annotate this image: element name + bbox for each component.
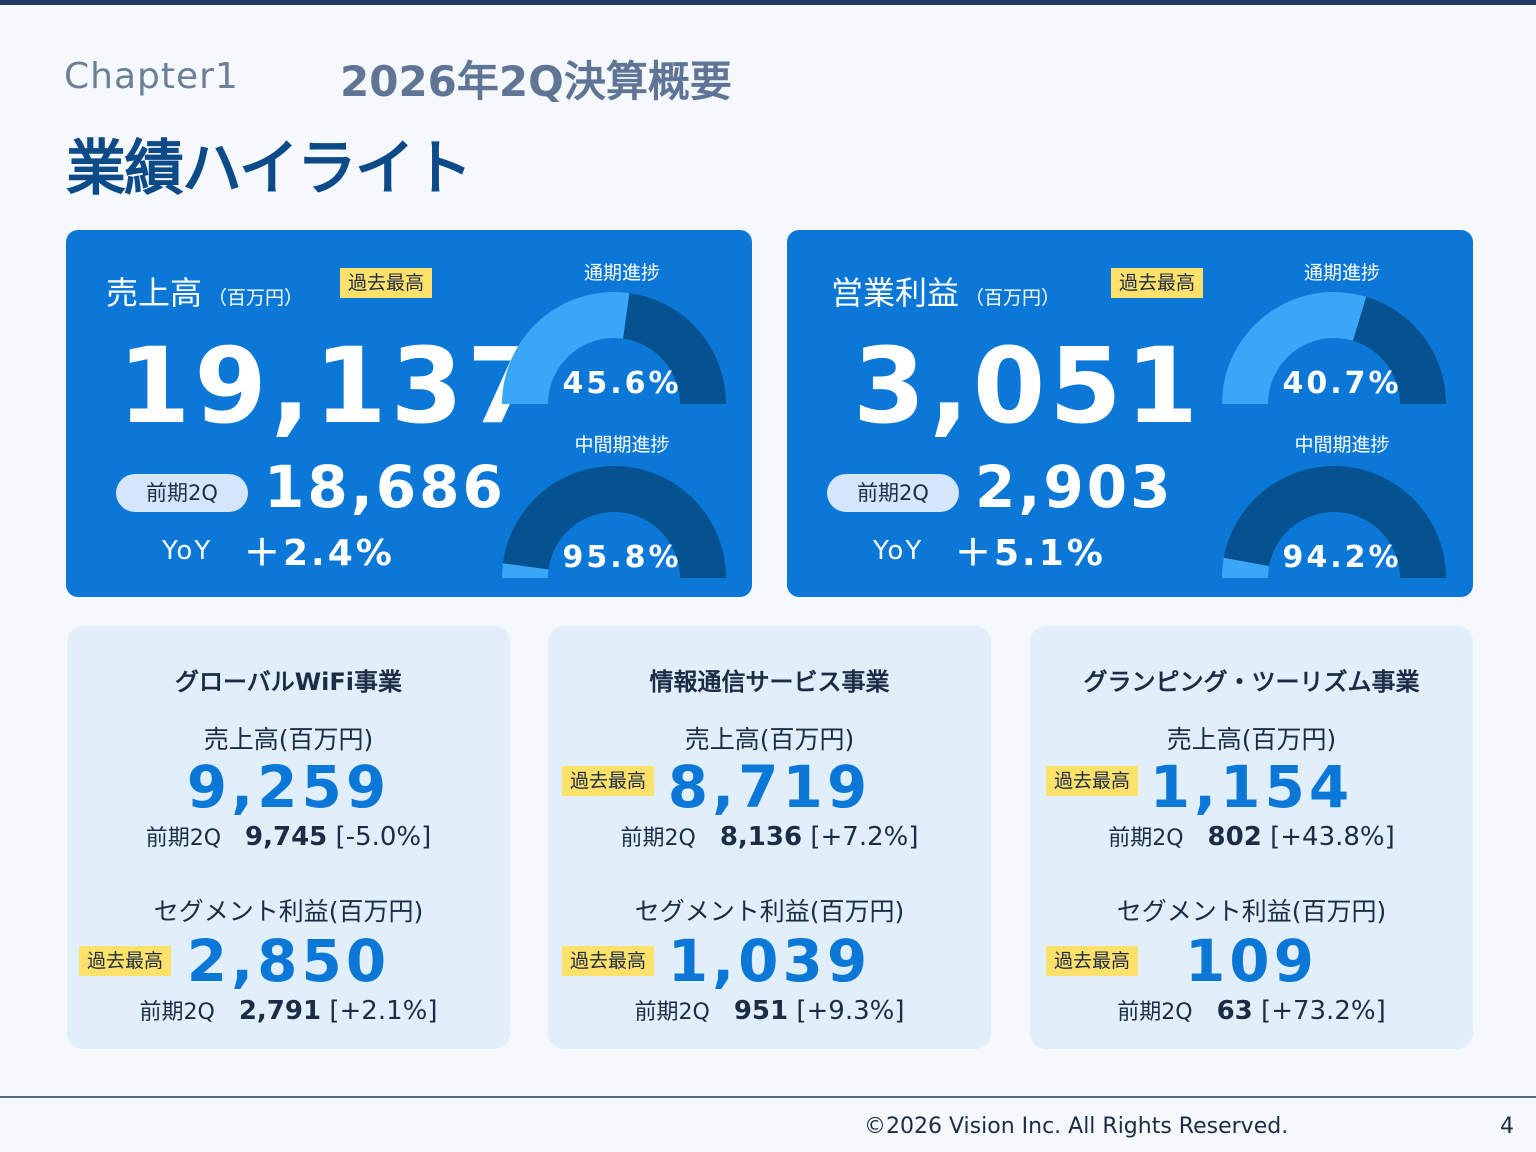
record-high-badge: 過去最高 [340, 268, 433, 298]
gauge-pct-interim: 95.8% [562, 540, 682, 575]
footer-divider [0, 1096, 1536, 1098]
gauge-interim [1222, 466, 1446, 578]
gauge-remaining-arc [502, 563, 549, 578]
profit-label: セグメント利益(百万円) [634, 897, 905, 926]
sales-label: 売上高(百万円) [203, 725, 374, 754]
kpi-card-operating-profit: 営業利益 （百万円） 過去最高 3,051 前期2Q 2,903 YoY ＋5.1… [787, 230, 1473, 597]
sales-label: 売上高(百万円) [1166, 725, 1337, 754]
profit-label: セグメント利益(百万円) [1116, 897, 1387, 926]
top-border [0, 0, 1536, 5]
sales-value: 9,259 [186, 753, 391, 821]
yoy-value: ＋2.4% [244, 533, 395, 574]
profit-prev-row: 前期2Q 951 [+9.3%] [548, 994, 991, 1026]
kpi-label: 営業利益 （百万円） [831, 268, 1060, 314]
segment-name: 情報通信サービス事業 [649, 668, 890, 696]
segment-name: グランピング・ツーリズム事業 [1083, 668, 1420, 696]
gauge-progress-arc [623, 293, 726, 404]
gauge-title-interim: 中間期進捗 [1294, 434, 1390, 456]
prev-value: 18,686 [264, 453, 506, 521]
record-high-badge: 過去最高 [1046, 946, 1139, 976]
profit-prev-row: 前期2Q 2,791 [+2.1%] [67, 994, 510, 1026]
prev-period-pill: 前期2Q [116, 474, 248, 512]
gauge-interim [502, 466, 726, 578]
kpi-value: 19,137 [118, 325, 544, 447]
copyright-text: ©2026 Vision Inc. All Rights Reserved. [864, 1114, 1289, 1139]
gauge-progress-arc [1223, 466, 1446, 578]
segment-name: グローバルWiFi事業 [174, 668, 403, 696]
change-pct: [+2.1%] [329, 996, 438, 1026]
kpi-label-text: 営業利益 [831, 274, 960, 312]
kpi-card-sales: 売上高 （百万円） 過去最高 19,137 前期2Q 18,686 YoY ＋2.… [66, 230, 752, 597]
prev-label: 前期2Q [620, 826, 696, 851]
segment-card-glamping-tourism: グランピング・ツーリズム事業 売上高(百万円) 過去最高 1,154 前期2Q 8… [1030, 626, 1473, 1049]
change-pct: [+9.3%] [796, 996, 905, 1026]
profit-value: 1,039 [667, 927, 872, 995]
prev-value: 8,136 [719, 822, 803, 852]
profit-value: 109 [1184, 927, 1319, 995]
gauge-remaining-arc [1222, 292, 1367, 404]
segment-card-telecom-services: 情報通信サービス事業 売上高(百万円) 過去最高 8,719 前期2Q 8,136… [548, 626, 991, 1049]
profit-value: 2,850 [186, 927, 391, 995]
chapter-label: Chapter1 [64, 56, 239, 97]
yoy-label: YoY [873, 536, 924, 566]
record-high-badge: 過去最高 [1046, 766, 1139, 796]
segment-card-global-wifi: グローバルWiFi事業 売上高(百万円) 9,259 前期2Q 9,745 [-5… [67, 626, 510, 1049]
prev-value: 2,791 [238, 996, 322, 1026]
gauge-pct-interim: 94.2% [1282, 540, 1402, 575]
kpi-unit: （百万円） [965, 287, 1061, 309]
record-high-badge: 過去最高 [79, 946, 172, 976]
slide-title: 業績ハイライト [66, 134, 473, 204]
yoy-label: YoY [162, 536, 213, 566]
prev-value: 951 [733, 996, 789, 1026]
gauge-remaining-arc [502, 292, 630, 404]
sales-prev-row: 前期2Q 8,136 [+7.2%] [548, 820, 991, 852]
gauge-full-year [502, 292, 726, 404]
gauge-title-interim: 中間期進捗 [574, 434, 670, 456]
prev-label: 前期2Q [1117, 1000, 1193, 1025]
gauge-title-full-year: 通期進捗 [583, 262, 660, 284]
yoy-value: ＋5.1% [955, 533, 1106, 574]
prev-label: 前期2Q [139, 1000, 215, 1025]
prev-value: 9,745 [245, 822, 328, 852]
kpi-unit: （百万円） [208, 287, 304, 309]
sales-value: 8,719 [667, 753, 872, 821]
gauge-progress-arc [502, 466, 726, 578]
gauge-progress-arc [1353, 296, 1446, 404]
page-number: 4 [1500, 1114, 1514, 1139]
record-high-badge: 過去最高 [562, 946, 655, 976]
sales-label: 売上高(百万円) [684, 725, 855, 754]
change-pct: [+7.2%] [810, 822, 919, 852]
change-pct: [-5.0%] [335, 822, 432, 852]
profit-label: セグメント利益(百万円) [153, 897, 424, 926]
gauge-pct-full-year: 40.7% [1282, 366, 1402, 401]
record-high-badge: 過去最高 [1111, 268, 1204, 298]
gauge-pct-full-year: 45.6% [562, 366, 682, 401]
prev-label: 前期2Q [1108, 826, 1184, 851]
kpi-value: 3,051 [853, 325, 1202, 447]
prev-value: 63 [1216, 996, 1253, 1026]
prev-label: 前期2Q [145, 826, 222, 851]
profit-prev-row: 前期2Q 63 [+73.2%] [1030, 994, 1473, 1026]
gauge-remaining-arc [1222, 557, 1270, 578]
kpi-label: 売上高 （百万円） [106, 268, 303, 314]
gauge-title-full-year: 通期進捗 [1303, 262, 1380, 284]
gauge-full-year [1222, 292, 1446, 404]
record-high-badge: 過去最高 [562, 766, 655, 796]
change-pct: [+43.8%] [1270, 822, 1395, 852]
prev-period-pill: 前期2Q [827, 474, 959, 512]
prev-label: 前期2Q [634, 1000, 710, 1025]
sales-prev-row: 前期2Q 802 [+43.8%] [1030, 820, 1473, 852]
change-pct: [+73.2%] [1261, 996, 1386, 1026]
kpi-label-text: 売上高 [106, 274, 203, 312]
sales-value: 1,154 [1149, 753, 1354, 821]
prev-value: 2,903 [975, 453, 1174, 521]
prev-value: 802 [1207, 822, 1262, 852]
slide-subtitle: 2026年2Q決算概要 [340, 57, 732, 106]
sales-prev-row: 前期2Q 9,745 [-5.0%] [67, 820, 510, 852]
